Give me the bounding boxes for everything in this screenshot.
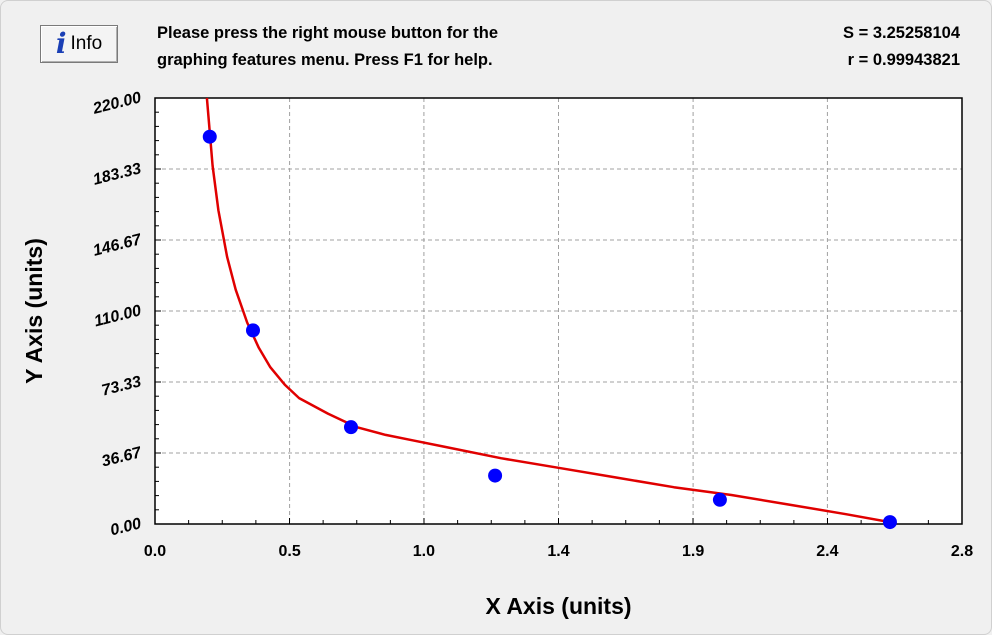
stat-s-value: S = 3.25258104 (843, 24, 960, 42)
data-point (712, 492, 727, 507)
data-point (202, 129, 217, 144)
stat-r-value: r = 0.99943821 (847, 51, 960, 69)
grid-lines (155, 98, 962, 524)
data-point (245, 323, 260, 338)
data-point (343, 420, 358, 435)
info-button[interactable]: i Info (40, 25, 118, 63)
y-tick-label: 110.00 (93, 302, 144, 330)
info-button-label: Info (70, 33, 103, 54)
y-tick-label: 0.00 (109, 515, 143, 539)
help-text-line-2: graphing features menu. Press F1 for hel… (157, 51, 493, 69)
y-tick-label: 36.67 (100, 444, 144, 470)
y-tick-label: 220.00 (90, 89, 143, 118)
data-point (488, 468, 503, 483)
x-tick-label: 0.5 (278, 543, 300, 560)
y-tick-label: 183.33 (91, 160, 143, 188)
help-text-line-1: Please press the right mouse button for … (157, 24, 499, 42)
data-point (882, 515, 897, 530)
x-tick-label: 0.0 (144, 543, 166, 560)
x-tick-label: 1.4 (547, 543, 569, 560)
info-icon: i (55, 27, 67, 60)
x-axis-title: X Axis (units) (485, 593, 631, 619)
y-tick-label: 146.67 (91, 231, 144, 260)
data-points (202, 129, 897, 530)
x-tick-label: 1.0 (413, 543, 435, 560)
x-tick-label: 2.4 (816, 543, 838, 560)
x-tick-label: 1.9 (682, 543, 704, 560)
x-tick-label: 2.8 (951, 543, 973, 560)
plot-border (154, 97, 963, 525)
y-axis-title: Y Axis (units) (21, 238, 47, 384)
y-tick-label: 73.33 (100, 373, 143, 399)
y-tick-labels: 0.00 36.67 73.33 110.00 146.67 183.33 220.00 (90, 89, 144, 539)
x-tick-labels: 0.0 0.5 1.0 1.4 1.9 2.4 2.8 (144, 543, 973, 560)
